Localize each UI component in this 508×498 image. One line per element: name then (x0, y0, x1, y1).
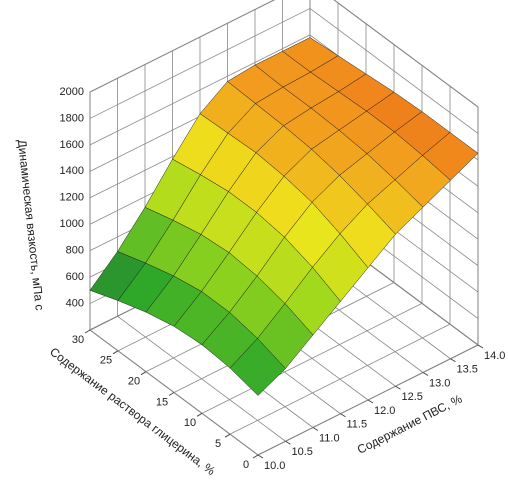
y-tick-label: 10.0 (264, 460, 285, 472)
z-tick-label: 600 (66, 271, 84, 283)
tick-mark (140, 371, 147, 376)
y-tick-label: 13.5 (457, 364, 478, 376)
x-tick-label: 25 (100, 355, 112, 367)
tick-mark (477, 344, 484, 349)
y-tick-label: 14.0 (484, 350, 505, 362)
y-tick-label: 12.5 (402, 391, 423, 403)
tick-mark (367, 399, 374, 404)
tick-mark (257, 454, 264, 459)
tick-mark (112, 350, 119, 355)
tick-mark (196, 412, 203, 417)
z-tick-label: 800 (66, 245, 84, 257)
y-tick-label: 12.0 (374, 405, 395, 417)
x-tick-label: 0 (243, 459, 249, 471)
z-tick-label: 1600 (60, 139, 84, 151)
y-tick-label: 11.0 (319, 432, 340, 444)
x-tick-label: 30 (72, 334, 84, 346)
z-tick-label: 1000 (60, 218, 84, 230)
tick-mark (450, 358, 456, 363)
tick-mark (422, 372, 429, 376)
z-tick-label: 1400 (60, 165, 84, 177)
grid-line (117, 315, 286, 442)
z-tick-label: 2000 (60, 86, 84, 98)
z-tick-label: 400 (66, 297, 84, 309)
x-tick-label: 15 (156, 396, 168, 408)
z-tick-label: 1200 (60, 192, 84, 204)
tick-mark (84, 329, 91, 334)
tick-mark (340, 413, 346, 418)
surface-cell (229, 338, 286, 396)
tick-mark (252, 454, 259, 459)
tick-mark (285, 440, 291, 445)
y-tick-label: 11.5 (347, 419, 368, 431)
x-tick-label: 5 (215, 438, 221, 450)
tick-mark (224, 433, 231, 438)
y-tick-label: 13.0 (429, 377, 450, 389)
y-tick-label: 10.5 (292, 446, 313, 458)
tick-mark (312, 427, 319, 431)
tick-mark (168, 392, 175, 396)
tick-mark (395, 385, 401, 390)
z-tick-label: 1800 (60, 112, 84, 124)
x-tick-label: 10 (184, 417, 196, 429)
x-tick-label: 20 (128, 376, 140, 388)
